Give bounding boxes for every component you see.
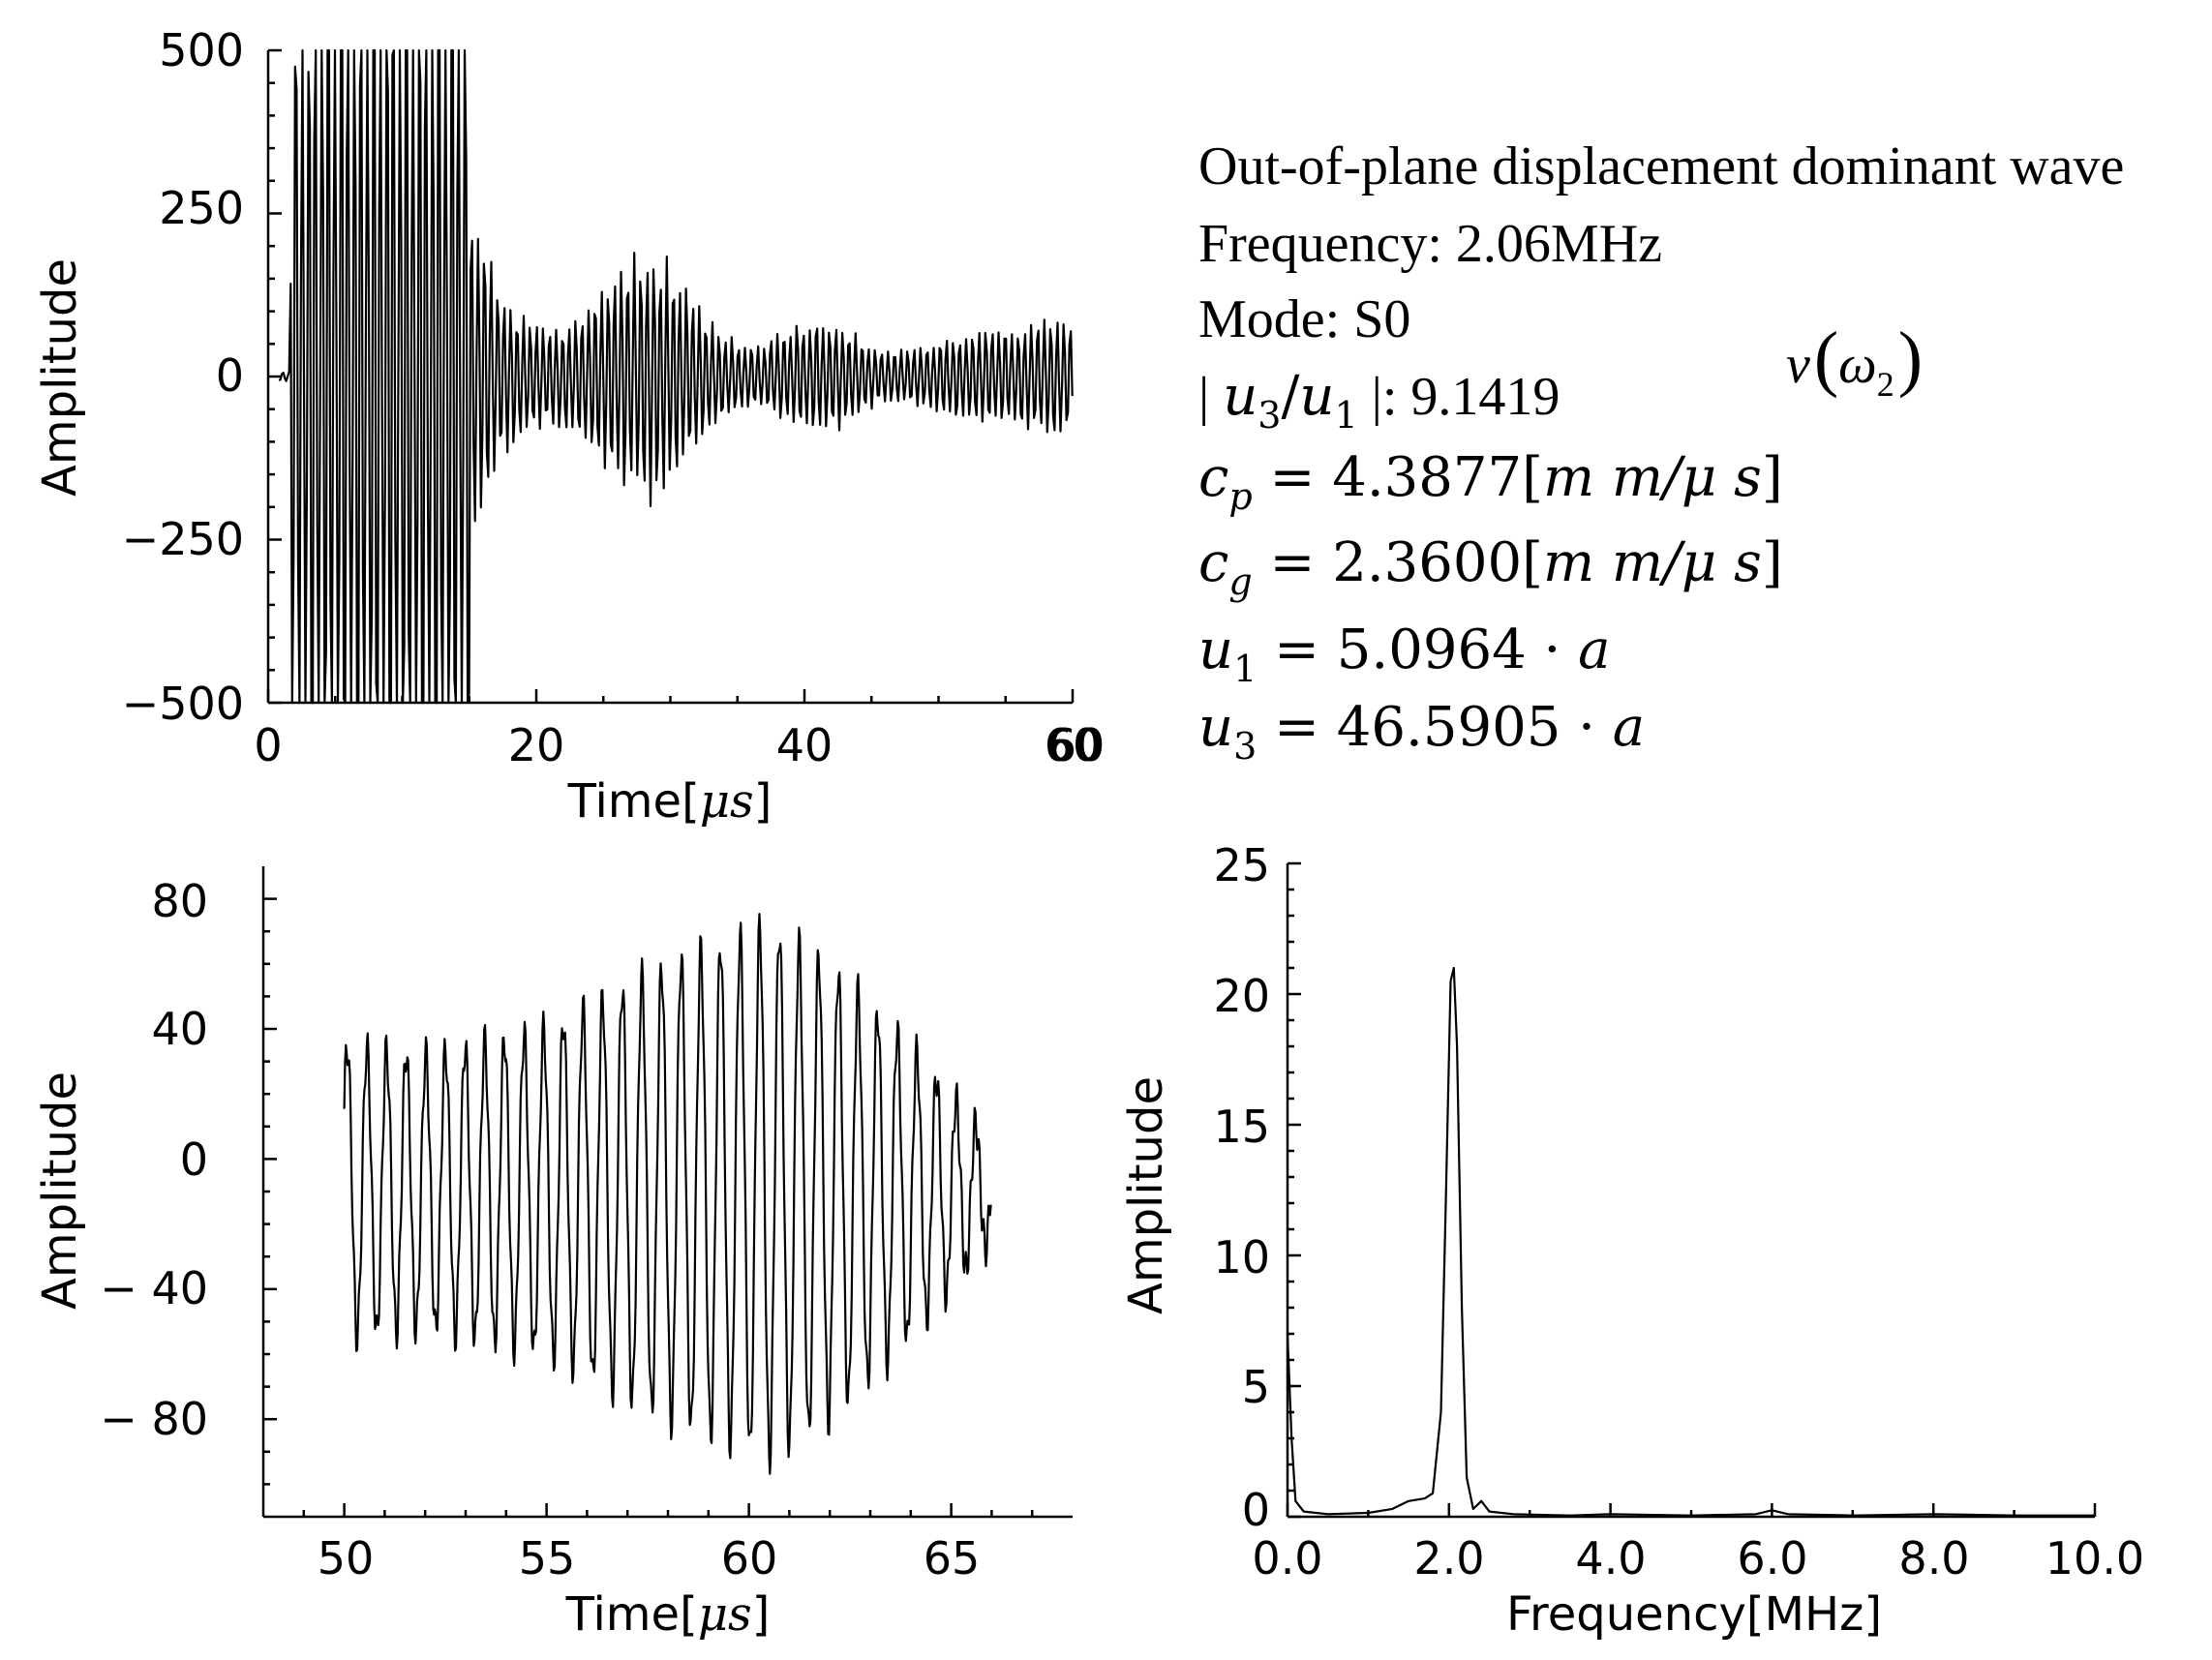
- full-signal-ytick-500: 500: [159, 24, 244, 76]
- spectrum-xtick-4: 4.0: [1575, 1532, 1646, 1585]
- full-signal-ylabel: Amplitude: [33, 258, 87, 497]
- chart-windowed-signal: 80 40 0 − 40 − 80 50 55 60 65 Time[μs] A…: [33, 866, 1073, 1642]
- full-signal-xtick-40b: 60: [1045, 719, 1102, 771]
- info-ratio: | u3/u1 |: 9.1419: [1198, 365, 1560, 437]
- full-signal-line: [278, 48, 1074, 705]
- spectrum-ytick-10: 10: [1213, 1231, 1270, 1283]
- spectrum-ylabel: Amplitude: [1119, 1076, 1173, 1314]
- full-signal-xtick-0: 0: [254, 719, 282, 771]
- info-u3: u3 = 46.5905 · a: [1198, 696, 1645, 768]
- windowed-ytick-40: 40: [151, 1003, 208, 1055]
- windowed-ylabel: Amplitude: [33, 1071, 87, 1310]
- windowed-xtick-65: 65: [924, 1532, 981, 1585]
- full-signal-xtick-40: 40: [776, 719, 833, 771]
- info-title: Out-of-plane displacement dominant wave: [1198, 136, 2124, 196]
- full-signal-ytick-250: 250: [159, 182, 244, 234]
- full-signal-xlabel: Time[μs]: [567, 774, 773, 829]
- info-phase-velocity: cp = 4.3877[m m/μ s]: [1198, 446, 1783, 518]
- windowed-ytick-neg40: − 40: [100, 1262, 208, 1314]
- full-signal-ytick-neg250: −250: [122, 513, 244, 565]
- spectrum-xtick-10: 10.0: [2045, 1532, 2144, 1585]
- windowed-ytick-0: 0: [180, 1133, 208, 1186]
- spectrum-line: [1286, 966, 2095, 1517]
- mode-info: Out-of-plane displacement dominant wave …: [1198, 136, 2124, 768]
- info-mode: Mode: S0: [1198, 289, 1410, 349]
- full-signal-xtick-20: 20: [508, 719, 565, 771]
- windowed-ticks: [263, 897, 1034, 1517]
- windowed-signal-line: [343, 913, 992, 1475]
- chart-full-signal: 500 250 0 −250 −500 0 20 40 60 60 Time[μ…: [33, 24, 1105, 829]
- spectrum-xtick-6: 6.0: [1737, 1532, 1807, 1585]
- spectrum-ytick-0: 0: [1242, 1484, 1270, 1536]
- spectrum-ytick-5: 5: [1242, 1361, 1270, 1413]
- spectrum-ytick-15: 15: [1213, 1101, 1270, 1153]
- spectrum-ytick-25: 25: [1213, 839, 1270, 891]
- full-signal-ytick-0: 0: [216, 349, 244, 402]
- info-frequency: Frequency: 2.06MHz: [1198, 214, 1662, 274]
- spectrum-xtick-2: 2.0: [1413, 1532, 1484, 1585]
- windowed-xlabel: Time[μs]: [565, 1587, 771, 1642]
- windowed-ytick-neg80: − 80: [100, 1393, 208, 1445]
- info-u1: u1 = 5.0964 · a: [1198, 619, 1611, 690]
- spectrum-ytick-20: 20: [1213, 970, 1270, 1022]
- info-group-velocity: cg = 2.3600[m m/μ s]: [1198, 531, 1783, 603]
- full-signal-ticks: [266, 48, 1075, 705]
- windowed-xtick-55: 55: [519, 1532, 576, 1585]
- windowed-xtick-60: 60: [721, 1532, 778, 1585]
- info-nu-omega: v(ω2): [1786, 317, 1923, 404]
- spectrum-xtick-0: 0.0: [1252, 1532, 1322, 1585]
- full-signal-xtick-60: 60: [1048, 719, 1106, 771]
- spectrum-xlabel: Frequency[MHz]: [1506, 1587, 1882, 1642]
- chart-spectrum: 25 20 15 10 5 0 0.0 2.0 4.0 6.0 8.0 10.0…: [1119, 839, 2144, 1642]
- spectrum-xtick-8: 8.0: [1898, 1532, 1969, 1585]
- windowed-ytick-80: 80: [151, 875, 208, 927]
- spectrum-ticks: [1286, 861, 2097, 1519]
- windowed-xtick-50: 50: [318, 1532, 375, 1585]
- full-signal-ytick-neg500: −500: [122, 678, 244, 730]
